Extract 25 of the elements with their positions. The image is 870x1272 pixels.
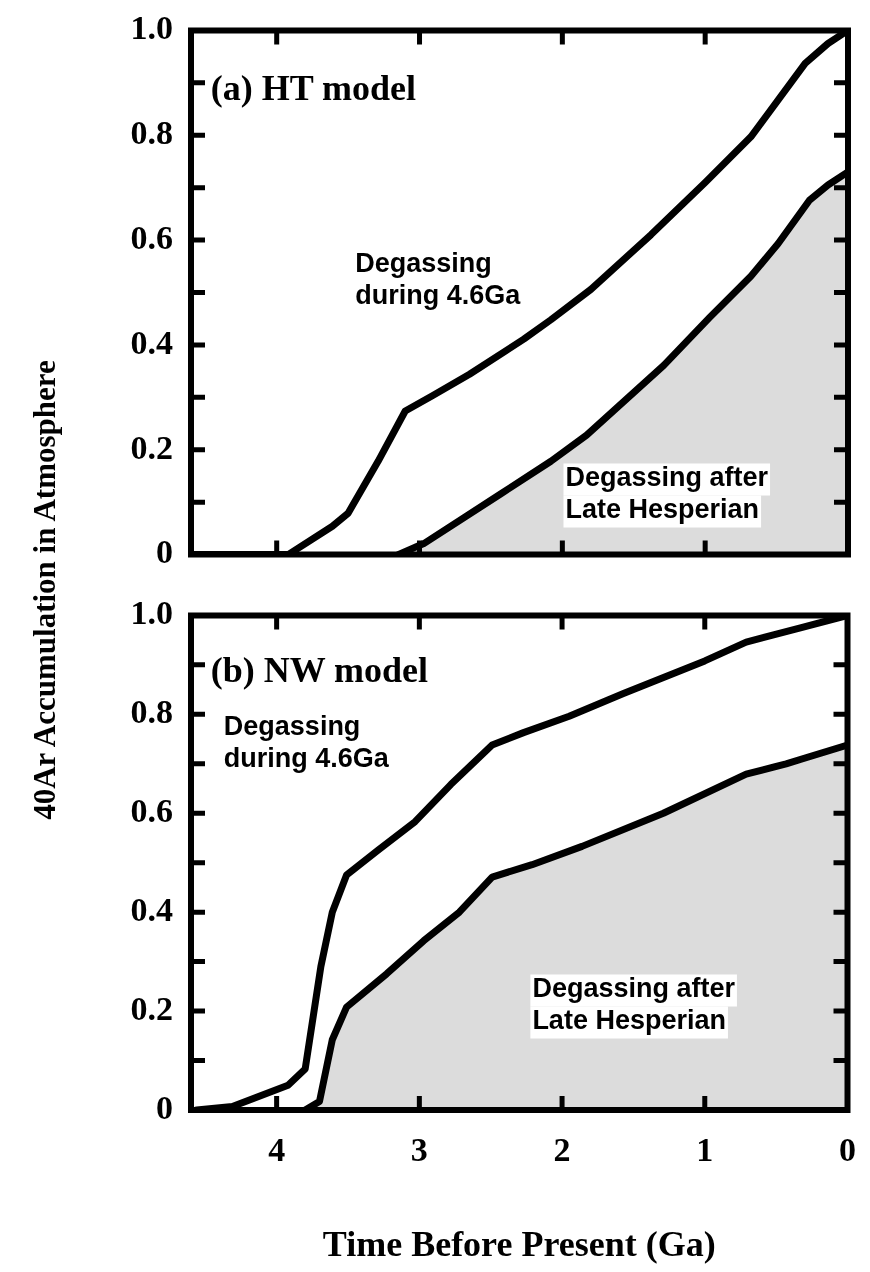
y-tick-label: 0.8 — [130, 114, 173, 152]
x-tick-label: 0 — [839, 1131, 856, 1169]
y-tick-label: 0.4 — [130, 323, 173, 361]
x-tick-label: 3 — [410, 1131, 428, 1169]
y-tick-label: 0.8 — [130, 693, 173, 731]
annotation: Degassing after Late Hesperian — [532, 973, 736, 1036]
y-tick-label: 0.6 — [130, 218, 173, 256]
y-tick-label: 0.4 — [130, 890, 173, 928]
x-tick-label: 1 — [696, 1131, 714, 1169]
x-tick-label: 4 — [268, 1131, 286, 1169]
y-tick-label: 0.2 — [130, 989, 173, 1027]
y-tick-label: 0.6 — [130, 792, 173, 830]
y-axis-title: 40Ar Accumulation in Atmosphere — [27, 360, 63, 820]
x-axis-title: Time Before Present (Ga) — [322, 1223, 716, 1264]
text: (b) NW model — [210, 650, 429, 691]
y-tick-label: 1.0 — [130, 9, 173, 47]
y-tick-label: 0.2 — [130, 428, 173, 466]
y-tick-label: 0 — [156, 1088, 173, 1126]
annotation: Degassing after Late Hesperian — [565, 462, 769, 525]
x-tick-label: 2 — [553, 1131, 571, 1169]
text: (a) HT model — [210, 68, 417, 109]
annotation: Degassing during 4.6Ga — [355, 247, 522, 310]
y-tick-label: 0 — [156, 533, 173, 571]
y-tick-label: 1.0 — [130, 594, 173, 632]
annotation: Degassing during 4.6Ga — [223, 711, 390, 774]
